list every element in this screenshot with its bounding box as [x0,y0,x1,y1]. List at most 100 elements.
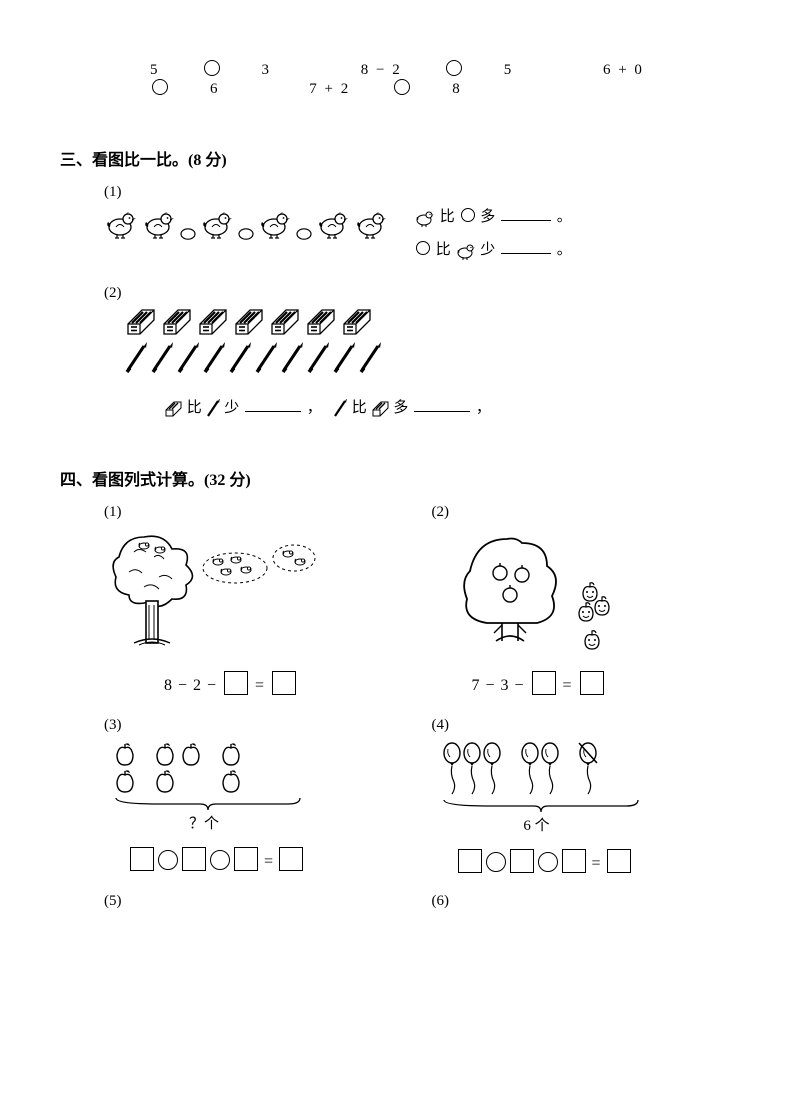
egg-icon [296,227,314,241]
chicken-icon [316,205,352,241]
q2-label: (2) [432,504,730,521]
q4-brace-label: 6 个 [432,814,642,835]
q1-label: (1) [104,184,729,201]
eraser-icon [196,306,230,336]
eraser-icon [268,306,302,336]
q3-brace-label: ？个 [104,812,304,833]
pencil-small-icon [333,399,348,418]
eraser-icon [160,306,194,336]
q1-equation: 8 − 2 − = [104,671,402,695]
s4-q1: (1) 8 − 2 − = [104,504,402,695]
blank-input[interactable] [501,238,551,254]
chicken-small-icon [455,240,477,262]
s4-q4: (4) 6 个 = [432,717,730,873]
box-input[interactable] [532,671,556,695]
box-input[interactable] [272,671,296,695]
eraser-small-icon [371,399,390,418]
apple-icon [154,742,176,767]
apple-icon [154,769,176,794]
balloon-icon [462,742,482,796]
q5-label: (5) [104,893,402,910]
egg-icon [180,227,198,241]
egg-small-icon [416,241,430,255]
apple-icon [220,742,242,767]
chickens-row [104,205,394,241]
q3-label: (3) [104,717,402,734]
pencil-icon [280,342,304,374]
pencil-icon [306,342,330,374]
q2-equation: 7 − 3 − = [432,671,730,695]
pencil-icon [150,342,174,374]
pencil-icon [358,342,382,374]
box-input[interactable] [510,849,534,873]
box-input[interactable] [607,849,631,873]
balloon-icon [540,742,560,796]
chicken-small-icon [414,207,436,229]
comparison-row: 53 8 − 25 6 + 06 7 + 28 [150,60,729,98]
cross-out-icon [577,741,599,765]
balloon-icon [520,742,540,796]
s3-q1: (1) 比 多 。 [104,184,729,267]
s3-q2: (2) 比 少 ， [104,285,729,418]
pencil-icon [254,342,278,374]
op-circle[interactable] [538,852,558,872]
blank-input[interactable] [414,396,470,412]
cmp-1[interactable]: 53 [150,62,313,78]
s4-q3: (3) ？个 = [104,717,402,873]
pencil-icon [176,342,200,374]
apple-icon [180,742,202,767]
section-4-title: 四、看图列式计算。(32 分) [60,466,729,490]
pencil-icon [124,342,148,374]
chicken-icon [200,205,236,241]
brace-icon [436,796,646,816]
brace-icon [108,794,308,814]
q1-label: (1) [104,504,402,521]
box-input[interactable] [580,671,604,695]
op-circle[interactable] [210,850,230,870]
apple-icon [114,769,136,794]
chicken-icon [258,205,294,241]
egg-icon [238,227,256,241]
box-input[interactable] [130,847,154,871]
apple-icon [576,601,596,623]
bird-group-icon [202,551,268,585]
pencils-row [124,342,729,374]
op-circle[interactable] [486,852,506,872]
blank-input[interactable] [501,205,551,221]
q2-label: (2) [104,285,729,302]
pencil-small-icon [206,399,221,418]
apple-icon [220,769,242,794]
op-circle[interactable] [158,850,178,870]
q1-statements: 比 多 。 比 少 。 [414,201,572,267]
eraser-icon [340,306,374,336]
pencil-icon [332,342,356,374]
q4-equation: = [432,849,730,873]
box-input[interactable] [562,849,586,873]
box-input[interactable] [224,671,248,695]
q2-sentence: 比 少 ， 比 多 ， [164,396,729,418]
bird-icon [154,545,168,555]
egg-small-icon [461,208,475,222]
apple-tree-icon [452,531,570,651]
cmp-4[interactable]: 7 + 28 [309,81,503,97]
erasers-row [124,306,729,336]
eraser-small-icon [164,399,183,418]
q4-label: (4) [432,717,730,734]
box-input[interactable] [279,847,303,871]
balloon-icon [442,742,462,796]
s4-q2: (2) 7 − 3 − = [432,504,730,695]
eraser-icon [124,306,158,336]
eraser-icon [304,306,338,336]
cmp-2[interactable]: 8 − 25 [361,62,555,78]
chicken-icon [142,205,178,241]
q6-label: (6) [432,893,730,910]
blank-input[interactable] [245,396,301,412]
chicken-icon [104,205,140,241]
section-3-title: 三、看图比一比。(8 分) [60,146,729,170]
balloon-icon [482,742,502,796]
pencil-icon [202,342,226,374]
box-input[interactable] [182,847,206,871]
bird-icon [138,541,152,551]
box-input[interactable] [458,849,482,873]
box-input[interactable] [234,847,258,871]
